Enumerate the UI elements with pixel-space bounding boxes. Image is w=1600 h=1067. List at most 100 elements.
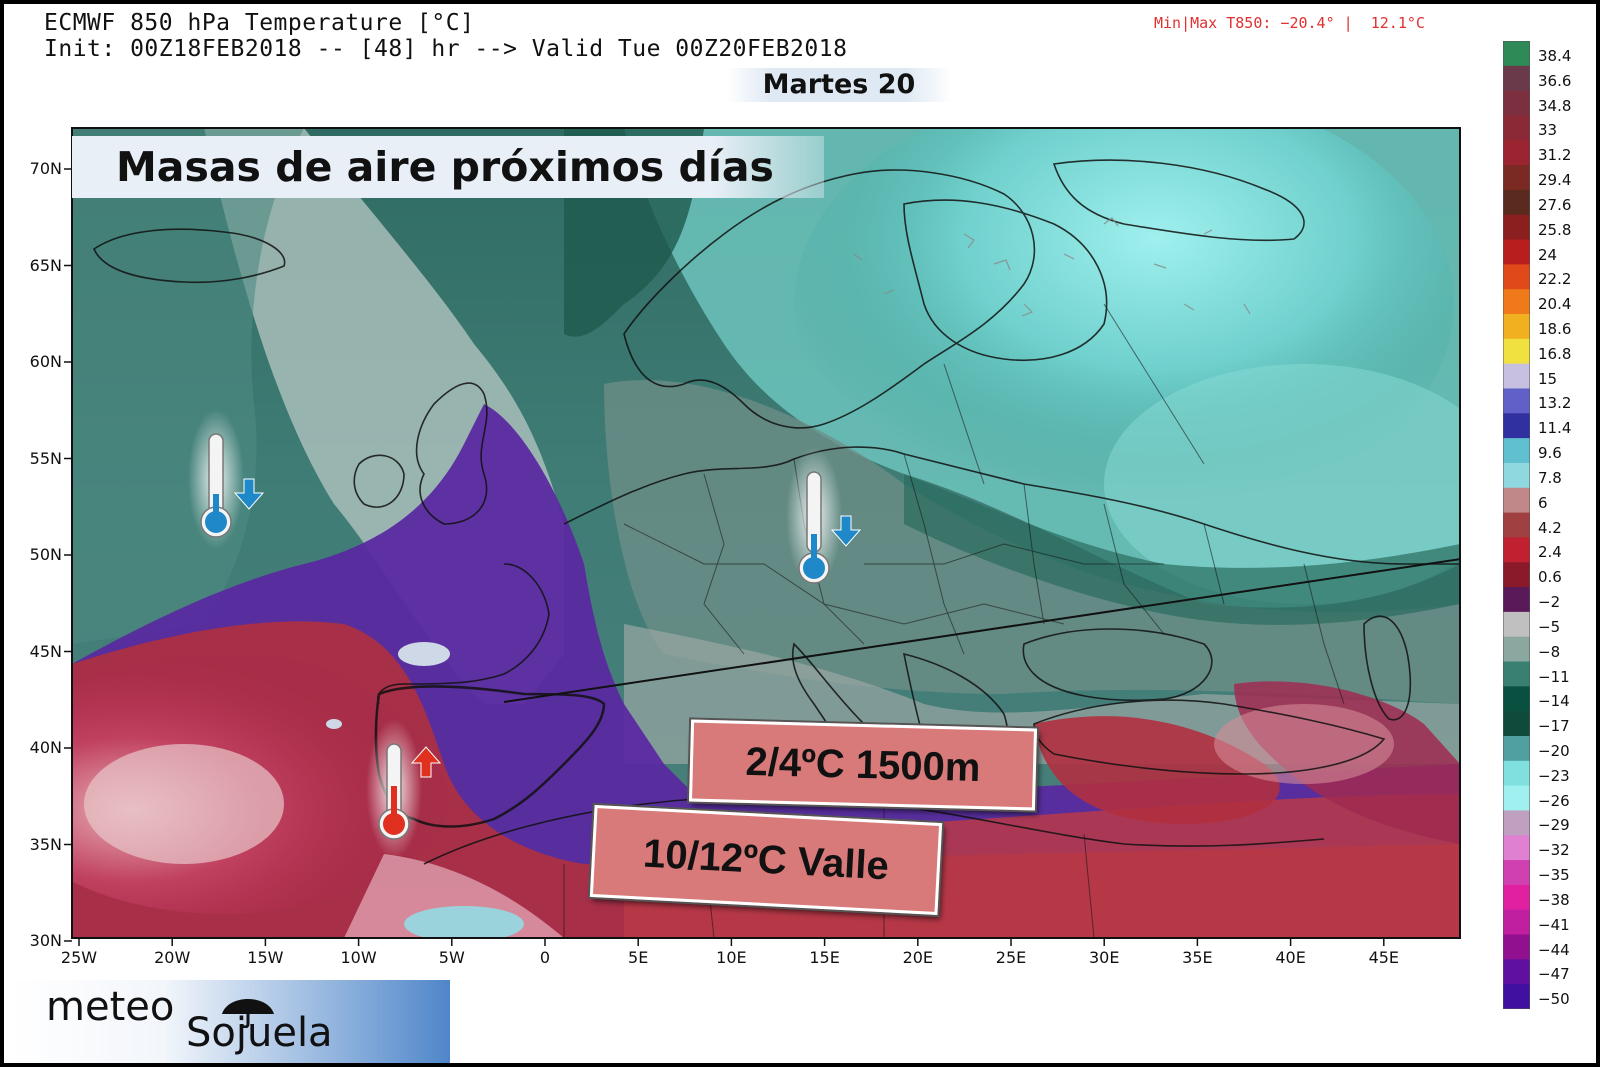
legend-swatch (1503, 611, 1530, 638)
longitude-label: 15E (809, 948, 840, 967)
longitude-label: 10W (340, 948, 377, 967)
minmax-readout: Min|Max T850: −20.4° | 12.1°C (1154, 14, 1425, 32)
legend-swatch (1503, 65, 1530, 92)
legend-label: 36.6 (1538, 71, 1572, 90)
logo-text-top: meteo (46, 984, 175, 1030)
legend-swatch (1503, 884, 1530, 911)
latitude-label: 45N (29, 641, 62, 661)
legend-label: 11.4 (1538, 419, 1572, 438)
legend-label: −5 (1538, 617, 1561, 636)
legend-label: −2 (1538, 593, 1561, 612)
longitude-label: 20E (902, 948, 934, 967)
legend-swatch (1503, 760, 1530, 787)
longitude-label: 15W (247, 948, 284, 967)
latitude-label: 40N (29, 738, 62, 757)
legend-label: 34.8 (1538, 96, 1572, 115)
legend-swatch (1503, 413, 1530, 439)
legend-swatch (1503, 239, 1530, 265)
legend-swatch (1503, 636, 1530, 663)
legend-swatch (1503, 462, 1530, 489)
latitude-label: 65N (29, 255, 62, 275)
legend-swatch (1503, 338, 1530, 365)
legend-label: 20.4 (1538, 295, 1572, 314)
legend-swatch (1503, 686, 1530, 712)
legend-label: −11 (1538, 667, 1570, 686)
legend-label: 31.2 (1538, 146, 1572, 165)
thermometer-cold-icon (188, 409, 244, 549)
legend-label: −14 (1538, 692, 1570, 711)
legend-label: −35 (1538, 866, 1570, 885)
longitude-label: 10E (716, 948, 747, 967)
legend-label: 29.4 (1538, 171, 1572, 190)
legend-swatch (1503, 115, 1530, 141)
legend-swatch (1503, 264, 1530, 290)
legend-swatch (1503, 214, 1530, 241)
legend-swatch (1503, 487, 1530, 514)
legend-label: 33 (1538, 121, 1558, 140)
legend-label: 27.6 (1538, 195, 1572, 214)
arrow-down-icon (233, 478, 265, 510)
legend-swatch (1503, 810, 1530, 836)
longitude-label: 20W (154, 948, 191, 967)
logo-text-bottom: Sojuela (186, 1010, 333, 1056)
legend-swatch (1503, 587, 1530, 613)
legend-label: −29 (1538, 816, 1570, 835)
legend-label: 7.8 (1538, 468, 1562, 487)
lakes (853, 217, 1251, 317)
callout-altitude-temp: 2/4ºC 1500m (688, 719, 1038, 811)
callout-valley-temp: 10/12ºC Valle (589, 804, 943, 916)
legend-swatch (1503, 363, 1530, 390)
legend-swatch (1503, 314, 1530, 340)
legend-label: 9.6 (1538, 444, 1562, 463)
legend-swatch (1503, 934, 1530, 960)
legend-swatch (1503, 140, 1530, 166)
longitude-label: 30E (1088, 948, 1120, 967)
legend-swatch (1503, 388, 1530, 414)
legend-label: 38.4 (1538, 47, 1572, 65)
legend-label: −17 (1538, 717, 1570, 736)
longitude-label: 25W (60, 948, 98, 967)
legend-label: 6 (1538, 493, 1548, 512)
thermometer-cold-icon (786, 447, 842, 587)
legend-label: −23 (1538, 766, 1570, 785)
latitude-label: 30N (29, 931, 62, 950)
legend-swatch (1503, 512, 1530, 539)
legend-swatch (1503, 711, 1530, 737)
legend-swatch (1503, 661, 1530, 687)
legend-label: −38 (1538, 890, 1570, 909)
latitude-label: 50N (29, 545, 62, 564)
headline-banner: Masas de aire próximos días (72, 136, 824, 198)
legend-swatch (1503, 860, 1530, 886)
legend-swatch (1503, 984, 1530, 1009)
legend-label: 2.4 (1538, 543, 1562, 562)
legend-label: 4.2 (1538, 518, 1562, 537)
legend-label: −47 (1538, 965, 1570, 984)
brand-logo: meteo Sojuela (10, 980, 450, 1063)
legend-swatch (1503, 189, 1530, 216)
longitude-label: 25E (995, 948, 1027, 967)
legend-label: −41 (1538, 915, 1570, 934)
legend-swatch (1503, 835, 1530, 861)
legend-label: −26 (1538, 791, 1570, 810)
day-label: Martes 20 (726, 68, 952, 102)
thermometer-warm-icon (366, 719, 422, 859)
legend-swatch (1503, 438, 1530, 464)
legend-label: 13.2 (1538, 394, 1572, 413)
headline-text: Masas de aire próximos días (116, 143, 774, 191)
longitude-label: 0 (539, 948, 551, 967)
legend-label: −8 (1538, 642, 1561, 661)
legend-label: 18.6 (1538, 320, 1572, 339)
legend-label: 0.6 (1538, 568, 1562, 587)
longitude-label: 5W (438, 948, 465, 967)
legend-label: −20 (1538, 741, 1570, 760)
longitude-label: 45E (1368, 948, 1400, 967)
legend-label: 22.2 (1538, 270, 1572, 289)
legend-swatch (1503, 41, 1530, 67)
legend-label: 15 (1538, 369, 1558, 388)
legend-label: −50 (1538, 990, 1570, 1009)
arrow-down-icon (830, 515, 862, 547)
legend-label: −32 (1538, 841, 1570, 860)
map-border (71, 127, 1461, 939)
longitude-label: 5E (628, 948, 649, 967)
legend-swatch (1503, 785, 1530, 812)
